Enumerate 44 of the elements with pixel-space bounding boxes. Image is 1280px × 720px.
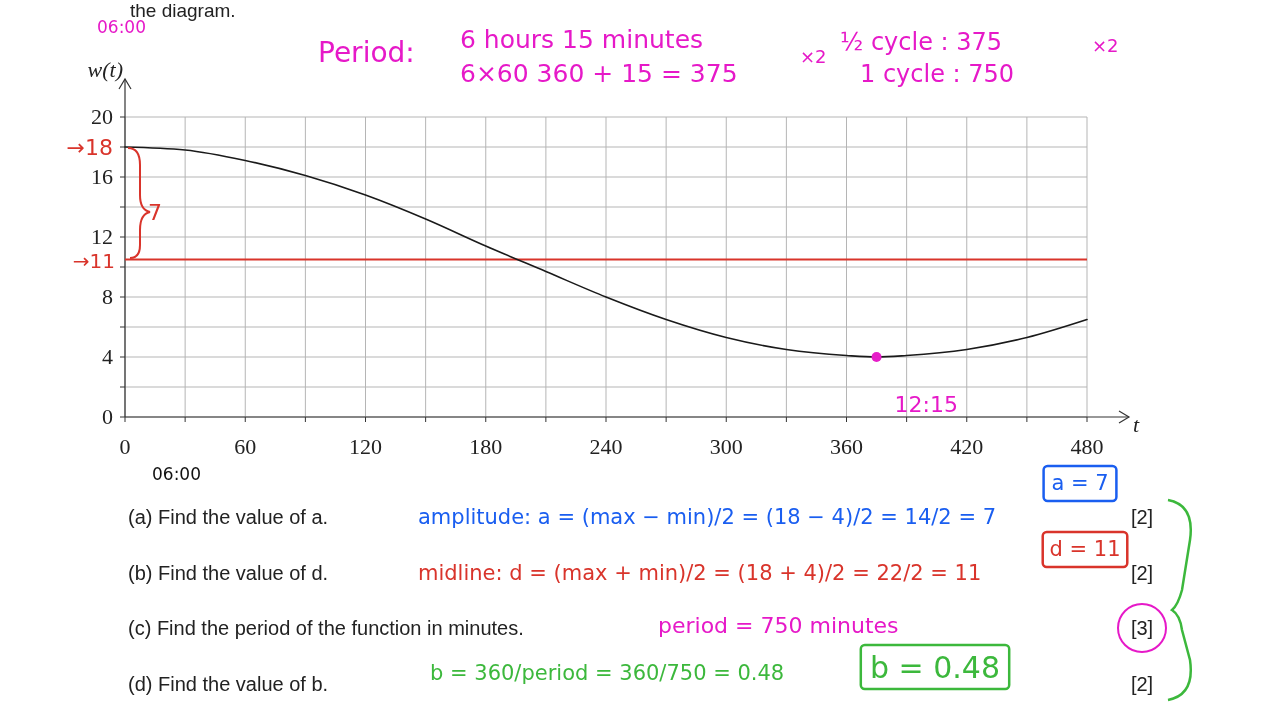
text: 6×60 360 + 15 = 375 [460, 59, 738, 88]
x-tick-label: 480 [1070, 434, 1104, 459]
text: (b) Find the value of d. [128, 562, 329, 584]
text: a = 7 [1051, 471, 1109, 495]
x-tick-label: 360 [830, 434, 863, 459]
x-tick-label: 240 [589, 434, 623, 459]
text: 6 hours 15 minutes [460, 25, 704, 54]
y-tick-label: 12 [91, 224, 113, 249]
x-tick-label: 180 [469, 434, 503, 459]
text: midline: d = (max + min)/2 = (18 + 4)/2 = 22/2 = 11 [418, 561, 982, 585]
x-tick-label: 120 [349, 434, 382, 459]
y-tick-label: 20 [91, 104, 113, 129]
text: (d) Find the value of b. [128, 673, 329, 695]
y-axis-title: w(t) [87, 57, 123, 82]
x-tick-label: 300 [709, 434, 743, 459]
annotation: 12:15 [894, 392, 958, 417]
text: [2] [1130, 673, 1154, 695]
text: b = 360/period = 360/750 = 0.48 [430, 661, 785, 685]
text: ×2 [800, 46, 827, 67]
y-tick-label: 16 [91, 164, 113, 189]
x-tick-label: 60 [234, 434, 257, 459]
y-tick-label: 0 [102, 404, 113, 429]
text: d = 11 [1049, 537, 1121, 561]
text: Period: [318, 36, 415, 69]
text: amplitude: a = (max − min)/2 = (18 − 4)/2 = 14/2 = 7 [418, 505, 997, 529]
text: [2] [1130, 562, 1154, 584]
y-tick-label: 8 [102, 284, 113, 309]
y-tick-label: 4 [102, 344, 113, 369]
text: (c) Find the period of the function in minutes. [128, 617, 524, 639]
annotation: →18 [66, 135, 113, 160]
annotation: 7 [148, 200, 162, 225]
x-tick-label: 0 [119, 434, 131, 459]
text: [3] [1130, 617, 1154, 639]
text: 1 cycle : 750 [860, 60, 1015, 88]
ref-line-label: →11 [72, 248, 115, 273]
text: 06:00 [152, 464, 201, 484]
text: b = 0.48 [869, 650, 1001, 685]
text: period = 750 minutes [658, 613, 899, 638]
text: ×2 [1092, 35, 1119, 56]
x-tick-label: 420 [950, 434, 984, 459]
text: ½ cycle : 375 [840, 28, 1003, 56]
text: (a) Find the value of a. [128, 506, 329, 528]
x-axis-title: t [1133, 412, 1140, 437]
text: [2] [1130, 506, 1154, 528]
